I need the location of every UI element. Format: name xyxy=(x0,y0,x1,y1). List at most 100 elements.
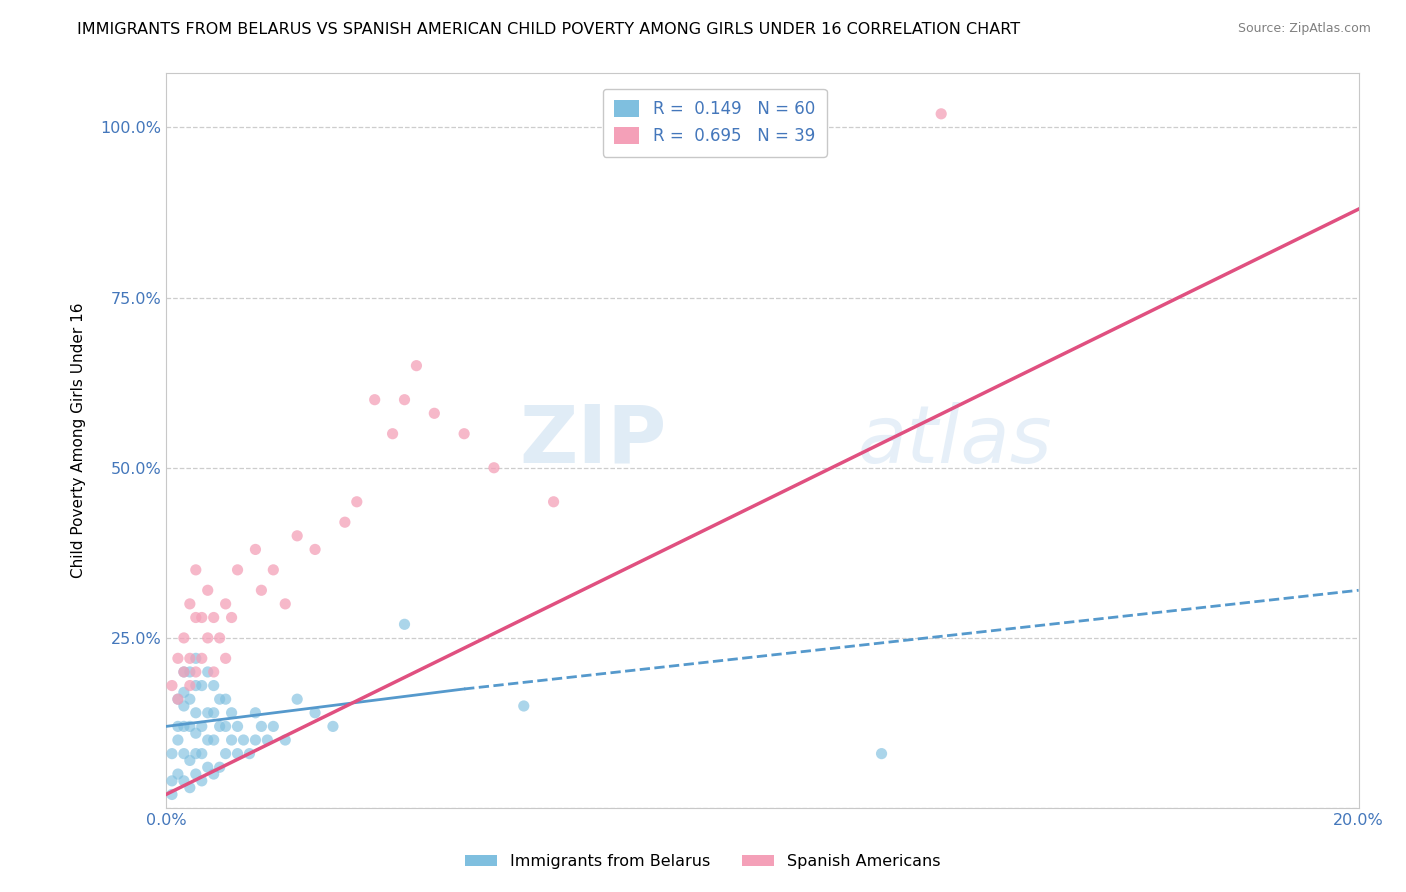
Point xyxy=(346,495,368,509)
Point xyxy=(173,773,195,788)
Point xyxy=(191,679,214,693)
Y-axis label: Child Poverty Among Girls Under 16: Child Poverty Among Girls Under 16 xyxy=(72,302,86,578)
Point xyxy=(184,610,207,624)
Point xyxy=(262,563,284,577)
Point xyxy=(179,597,201,611)
Point xyxy=(191,747,214,761)
Point xyxy=(202,767,225,781)
Point xyxy=(214,651,236,665)
Point xyxy=(191,651,214,665)
Point xyxy=(214,597,236,611)
Point xyxy=(226,747,249,761)
Point xyxy=(256,733,278,747)
Point xyxy=(191,773,214,788)
Point xyxy=(245,733,267,747)
Point xyxy=(179,692,201,706)
Point xyxy=(173,747,195,761)
Point xyxy=(184,726,207,740)
Point xyxy=(173,719,195,733)
Point xyxy=(232,733,254,747)
Point xyxy=(274,733,297,747)
Point xyxy=(285,529,308,543)
Point xyxy=(179,754,201,768)
Point xyxy=(167,692,190,706)
Point xyxy=(513,698,536,713)
Point xyxy=(226,563,249,577)
Point xyxy=(184,651,207,665)
Text: atlas: atlas xyxy=(858,401,1053,480)
Point xyxy=(394,392,416,407)
Point xyxy=(184,679,207,693)
Point xyxy=(245,706,267,720)
Point xyxy=(173,631,195,645)
Point xyxy=(197,583,219,598)
Point xyxy=(214,692,236,706)
Legend: R =  0.149   N = 60, R =  0.695   N = 39: R = 0.149 N = 60, R = 0.695 N = 39 xyxy=(603,88,827,157)
Point xyxy=(160,747,183,761)
Point xyxy=(184,563,207,577)
Point xyxy=(304,542,326,557)
Point xyxy=(245,542,267,557)
Point xyxy=(202,706,225,720)
Point xyxy=(160,773,183,788)
Point xyxy=(173,665,195,679)
Point xyxy=(167,651,190,665)
Text: IMMIGRANTS FROM BELARUS VS SPANISH AMERICAN CHILD POVERTY AMONG GIRLS UNDER 16 C: IMMIGRANTS FROM BELARUS VS SPANISH AMERI… xyxy=(77,22,1021,37)
Point xyxy=(179,679,201,693)
Point xyxy=(363,392,385,407)
Point xyxy=(179,665,201,679)
Point xyxy=(167,692,190,706)
Point xyxy=(274,597,297,611)
Point xyxy=(208,631,231,645)
Point xyxy=(322,719,344,733)
Point xyxy=(197,760,219,774)
Point xyxy=(214,719,236,733)
Point xyxy=(208,760,231,774)
Point xyxy=(453,426,475,441)
Point xyxy=(179,780,201,795)
Point xyxy=(405,359,427,373)
Point xyxy=(184,767,207,781)
Point xyxy=(262,719,284,733)
Point xyxy=(929,107,952,121)
Point xyxy=(197,733,219,747)
Point xyxy=(482,460,505,475)
Point xyxy=(221,706,243,720)
Point xyxy=(179,651,201,665)
Text: Source: ZipAtlas.com: Source: ZipAtlas.com xyxy=(1237,22,1371,36)
Point xyxy=(381,426,404,441)
Text: ZIP: ZIP xyxy=(520,401,666,480)
Point xyxy=(184,665,207,679)
Point xyxy=(160,679,183,693)
Legend: Immigrants from Belarus, Spanish Americans: Immigrants from Belarus, Spanish America… xyxy=(458,847,948,875)
Point xyxy=(543,495,565,509)
Point xyxy=(167,719,190,733)
Point xyxy=(191,719,214,733)
Point xyxy=(250,719,273,733)
Point xyxy=(226,719,249,733)
Point xyxy=(304,706,326,720)
Point xyxy=(221,733,243,747)
Point xyxy=(202,610,225,624)
Point xyxy=(214,747,236,761)
Point xyxy=(179,719,201,733)
Point xyxy=(221,610,243,624)
Point xyxy=(250,583,273,598)
Point xyxy=(197,631,219,645)
Point xyxy=(202,679,225,693)
Point xyxy=(238,747,260,761)
Point xyxy=(167,733,190,747)
Point xyxy=(173,698,195,713)
Point xyxy=(160,788,183,802)
Point xyxy=(202,733,225,747)
Point xyxy=(184,747,207,761)
Point xyxy=(870,747,893,761)
Point xyxy=(202,665,225,679)
Point xyxy=(197,706,219,720)
Point xyxy=(208,692,231,706)
Point xyxy=(197,665,219,679)
Point xyxy=(208,719,231,733)
Point xyxy=(173,685,195,699)
Point xyxy=(394,617,416,632)
Point xyxy=(285,692,308,706)
